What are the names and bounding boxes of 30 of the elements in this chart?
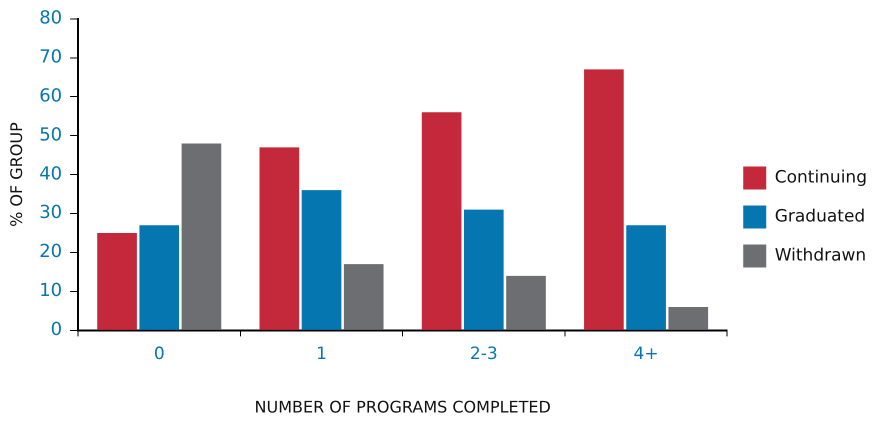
y-tick-label: 10 — [39, 280, 62, 302]
y-tick-label: 40 — [39, 163, 62, 184]
bar — [97, 233, 137, 330]
y-tick-label: 60 — [39, 85, 62, 106]
y-tick-label: 70 — [39, 46, 62, 68]
x-tick-label: 1 — [316, 344, 327, 364]
bar — [182, 143, 222, 330]
x-tick-label: 2-3 — [470, 344, 498, 364]
legend-label: Continuing — [774, 167, 868, 188]
bar — [260, 147, 300, 330]
y-tick-label: 30 — [39, 202, 62, 224]
y-axis-title: % OF GROUP — [6, 122, 26, 227]
bar — [302, 190, 342, 330]
y-tick-label: 50 — [39, 124, 62, 146]
y-tick-label: 0 — [50, 319, 62, 340]
x-tick-label: 0 — [154, 344, 165, 364]
y-tick-label: 80 — [39, 7, 62, 28]
bar — [464, 210, 504, 330]
bar — [626, 225, 666, 330]
legend-label: Withdrawn — [774, 245, 866, 266]
bar — [668, 307, 708, 330]
bar — [506, 276, 546, 330]
bar — [422, 112, 462, 330]
bar — [344, 264, 384, 330]
bar — [584, 69, 624, 330]
y-tick-label: 20 — [39, 241, 62, 262]
x-tick-label: 4+ — [634, 344, 659, 364]
bar — [139, 225, 180, 330]
legend-label: Graduated — [774, 206, 866, 226]
x-axis-title: NUMBER OF PROGRAMS COMPLETED — [254, 398, 551, 417]
